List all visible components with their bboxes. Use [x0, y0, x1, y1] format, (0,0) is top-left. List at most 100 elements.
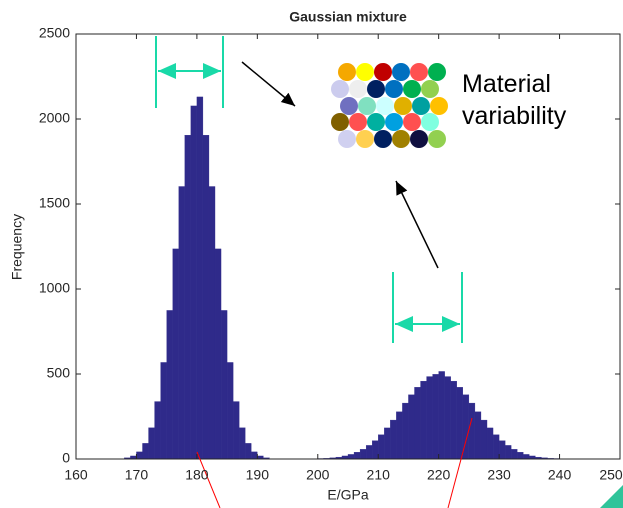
y-tick-label: 2500 [39, 25, 70, 41]
dot [338, 63, 356, 81]
bar [160, 362, 167, 460]
bar [202, 134, 210, 460]
bar [220, 310, 228, 460]
bar [432, 374, 439, 460]
bar [233, 401, 240, 460]
y-tick-label: 1000 [39, 280, 70, 296]
x-tick-label: 240 [548, 467, 572, 483]
bar [196, 96, 204, 460]
dot [421, 113, 439, 131]
bar [414, 387, 421, 460]
bar [172, 248, 179, 460]
dot [349, 80, 367, 98]
bar [486, 427, 494, 460]
y-tick-label: 0 [62, 450, 70, 466]
x-tick-label: 250 [599, 467, 623, 483]
dot [338, 130, 356, 148]
bar [505, 445, 512, 460]
bar [444, 376, 451, 460]
bar [239, 427, 246, 460]
dot [430, 97, 448, 115]
bar [384, 427, 391, 460]
dot [385, 80, 403, 98]
bar [523, 454, 530, 460]
bar [456, 387, 463, 460]
bar [390, 419, 397, 460]
bar [420, 380, 427, 460]
bar [142, 443, 149, 460]
dot [340, 97, 358, 115]
bar [511, 449, 518, 460]
bar [468, 402, 476, 460]
bar [378, 434, 385, 460]
bar [190, 105, 198, 460]
pointer-line [196, 451, 221, 508]
bar [408, 394, 415, 460]
dot [421, 80, 439, 98]
material-icon [331, 63, 448, 148]
plot-area [112, 96, 572, 460]
dot [349, 113, 367, 131]
bar [208, 186, 216, 460]
dot [374, 130, 392, 148]
bar [450, 380, 457, 460]
bar [347, 454, 355, 460]
y-axis-label: Frequency [9, 214, 25, 280]
corner-mark [600, 485, 623, 508]
dot [367, 80, 385, 98]
chart-title: Gaussian mixture [289, 9, 407, 25]
dot [428, 130, 446, 148]
y-tick-label: 500 [47, 365, 71, 381]
x-tick-label: 190 [246, 467, 270, 483]
bar [226, 362, 234, 460]
dot [374, 63, 392, 81]
bar [359, 449, 367, 460]
dot [356, 130, 374, 148]
x-tick-label: 220 [427, 467, 451, 483]
decorations [155, 36, 623, 508]
x-tick-label: 230 [487, 467, 511, 483]
bar [492, 434, 500, 460]
dot [331, 80, 349, 98]
dot [376, 97, 394, 115]
bar [166, 310, 173, 460]
bar [365, 445, 373, 460]
bar [136, 451, 143, 460]
bar [245, 443, 252, 460]
bar [148, 427, 155, 460]
dot [428, 63, 446, 81]
bar [184, 134, 191, 460]
bar [178, 186, 185, 460]
bar [426, 376, 433, 460]
pointer-line [447, 417, 473, 508]
bar [517, 452, 524, 460]
y-tick-label: 2000 [39, 110, 70, 126]
x-tick-label: 160 [64, 467, 88, 483]
dot [403, 80, 421, 98]
dot [410, 130, 428, 148]
dot [331, 113, 349, 131]
dot [403, 113, 421, 131]
bar [474, 411, 482, 460]
dot [392, 130, 410, 148]
y-tick-label: 1500 [39, 195, 70, 211]
dot [410, 63, 428, 81]
dot [356, 63, 374, 81]
dot [358, 97, 376, 115]
annotation: variability [462, 102, 567, 130]
x-tick-label: 170 [125, 467, 149, 483]
bar [498, 440, 506, 460]
x-tick-label: 200 [306, 467, 330, 483]
dot [367, 113, 385, 131]
bar [214, 248, 222, 460]
bar [372, 440, 379, 460]
x-axis-label: E/GPa [327, 487, 368, 503]
arrow [395, 180, 439, 269]
dot [392, 63, 410, 81]
dot [385, 113, 403, 131]
bar [438, 371, 445, 460]
x-tick-label: 180 [185, 467, 209, 483]
arrow [241, 61, 296, 107]
axes-box [75, 33, 621, 460]
